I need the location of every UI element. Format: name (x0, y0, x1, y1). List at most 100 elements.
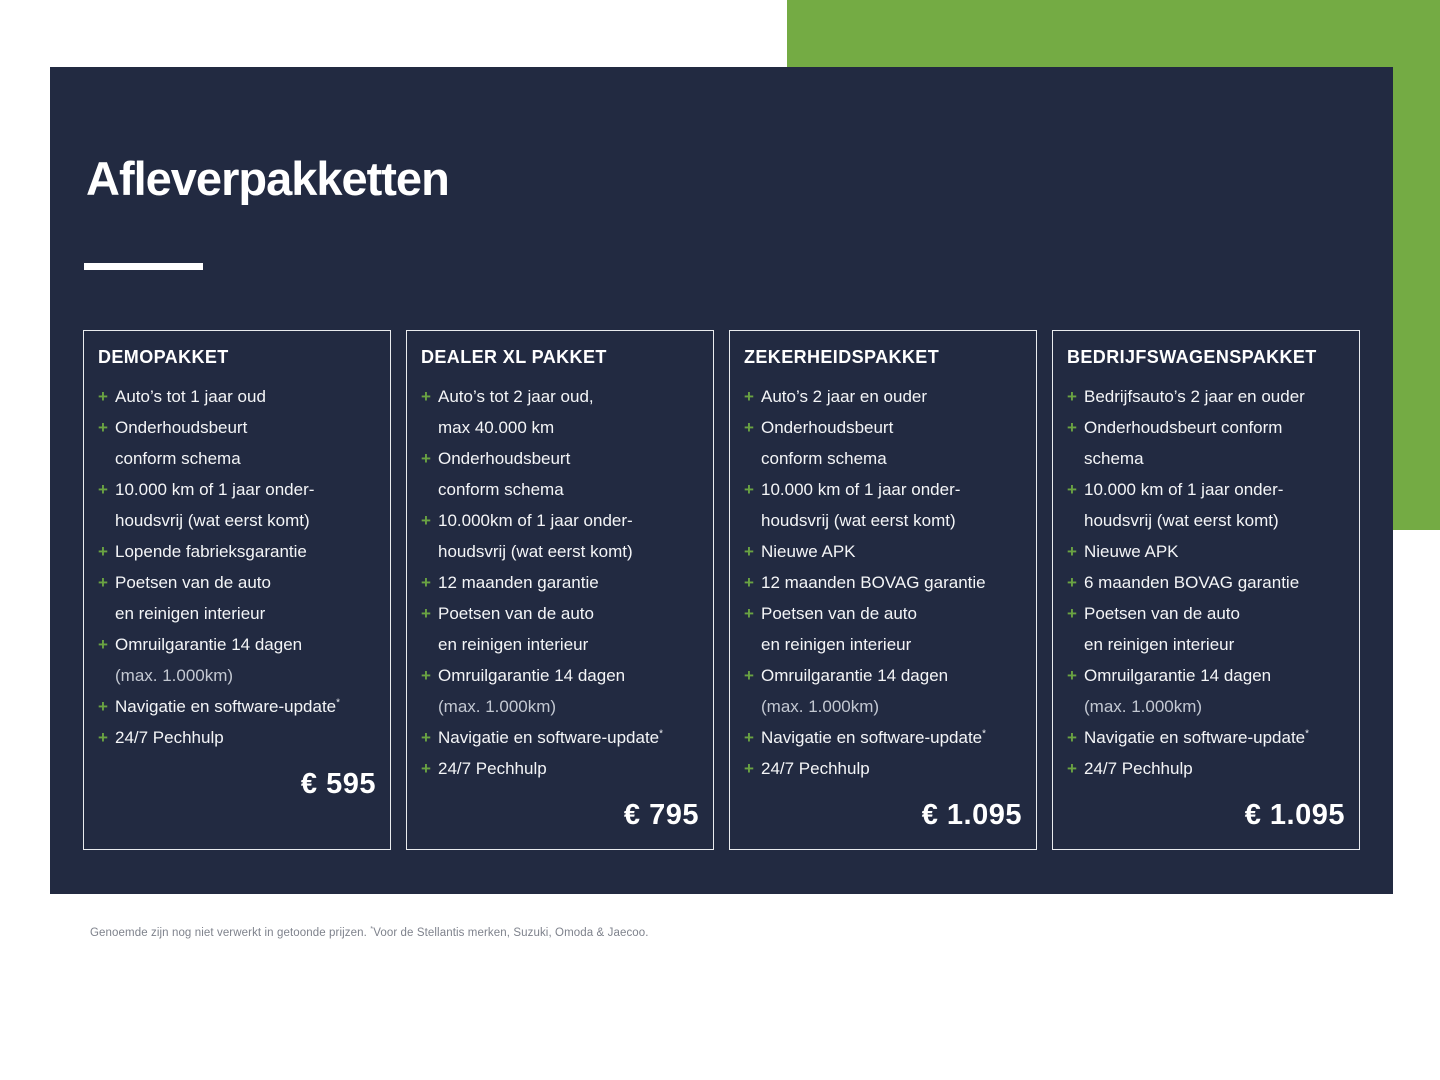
feature-line: + Auto’s 2 jaar en ouder (744, 381, 1022, 412)
package-feature: + Poetsen van de auto en reinigen interieu… (98, 567, 376, 629)
plus-bullet-icon: + (744, 728, 754, 747)
package-feature: + Lopende fabrieksgarantie (98, 536, 376, 567)
plus-bullet-icon: + (1067, 759, 1077, 778)
plus-bullet-icon: + (98, 387, 108, 406)
plus-bullet-icon: + (421, 387, 431, 406)
package-card: DEMOPAKKET + Auto’s tot 1 jaar oud + Onderh… (83, 330, 391, 850)
feature-line-continuation: houdsvrij (wat eerst komt) (115, 511, 310, 530)
page-title: Afleverpakketten (86, 152, 450, 205)
package-feature-list: + Bedrijfsauto’s 2 jaar en ouder + Onderhou… (1067, 381, 1345, 784)
feature-line: +24/7 Pechhulp (744, 753, 1022, 784)
feature-line-continuation: houdsvrij (wat eerst komt) (438, 542, 633, 561)
feature-line: + Poetsen van de auto (421, 598, 699, 629)
feature-line-continuation: conform schema (761, 449, 887, 468)
plus-bullet-icon: + (744, 387, 754, 406)
feature-line: +24/7 Pechhulp (421, 753, 699, 784)
package-feature: +10.000 km of 1 jaar onder-houdsvrij (wa… (98, 474, 376, 536)
package-feature: +10.000 km of 1 jaar onder-houdsvrij (wa… (1067, 474, 1345, 536)
plus-bullet-icon: + (421, 759, 431, 778)
package-feature-list: + Auto’s 2 jaar en ouder + Onderhoudsbeurt c… (744, 381, 1022, 784)
feature-line-continuation: schema (1084, 449, 1144, 468)
package-card-title: DEALER XL PAKKET (421, 347, 607, 367)
package-feature: + Onderhoudsbeurt conform schema (421, 443, 699, 505)
package-price: € 795 (623, 799, 699, 831)
package-feature: + Omruilgarantie 14 dagen (max. 1.000km) (421, 660, 699, 722)
feature-line-continuation: conform schema (438, 480, 564, 499)
package-price: € 1.095 (921, 799, 1022, 831)
package-feature: + Poetsen van de auto en reinigen interieu… (744, 598, 1022, 660)
package-card-title: BEDRIJFSWAGENSPAKKET (1067, 347, 1317, 367)
feature-line: +12 maanden garantie (421, 567, 699, 598)
feature-line: + Onderhoudsbeurt conform (1067, 412, 1345, 443)
plus-bullet-icon: + (421, 666, 431, 685)
package-feature: + Onderhoudsbeurt conform schema (744, 412, 1022, 474)
feature-line: + Onderhoudsbeurt (98, 412, 376, 443)
feature-line-continuation: en reinigen interieur (115, 604, 266, 623)
footnote-text-before: Genoemde zijn nog niet verwerkt in getoo… (90, 926, 371, 939)
feature-line: + Navigatie en software-update* (744, 722, 1022, 753)
feature-line: +12 maanden BOVAG garantie (744, 567, 1022, 598)
package-feature: + Navigatie en software-update* (1067, 722, 1345, 753)
feature-line: +10.000 km of 1 jaar onder- (98, 474, 376, 505)
feature-line-continuation: (max. 1.000km) (438, 697, 557, 716)
feature-line: + Omruilgarantie 14 dagen (744, 660, 1022, 691)
plus-bullet-icon: + (1067, 542, 1077, 561)
feature-line: + Nieuwe APK (1067, 536, 1345, 567)
package-price: € 1.095 (1244, 799, 1345, 831)
plus-bullet-icon: + (98, 542, 108, 561)
package-feature: +24/7 Pechhulp (744, 753, 1022, 784)
footnote: Genoemde zijn nog niet verwerkt in getoo… (90, 924, 649, 939)
plus-bullet-icon: + (98, 418, 108, 437)
plus-bullet-icon: + (421, 728, 431, 747)
feature-line-continuation: en reinigen interieur (438, 635, 589, 654)
feature-line: + Poetsen van de auto (1067, 598, 1345, 629)
feature-line: +6 maanden BOVAG garantie (1067, 567, 1345, 598)
plus-bullet-icon: + (98, 480, 108, 499)
feature-line: + Auto’s tot 1 jaar oud (98, 381, 376, 412)
package-feature: +6 maanden BOVAG garantie (1067, 567, 1345, 598)
feature-line-continuation: conform schema (115, 449, 241, 468)
feature-line: + Poetsen van de auto (744, 598, 1022, 629)
package-cards: DEMOPAKKET + Auto’s tot 1 jaar oud + Onderh… (83, 330, 1360, 850)
feature-line: + Bedrijfsauto’s 2 jaar en ouder (1067, 381, 1345, 412)
package-feature-list: + Auto’s tot 2 jaar oud, max 40.000 km + Ond… (421, 381, 699, 784)
package-feature: +24/7 Pechhulp (98, 722, 376, 753)
feature-line-continuation: (max. 1.000km) (1084, 697, 1203, 716)
package-feature: + Omruilgarantie 14 dagen (max. 1.000km) (98, 629, 376, 691)
plus-bullet-icon: + (421, 449, 431, 468)
package-feature: + Navigatie en software-update* (744, 722, 1022, 753)
plus-bullet-icon: + (744, 418, 754, 437)
footnote-asterisk: * (370, 924, 374, 933)
package-feature: + Navigatie en software-update* (421, 722, 699, 753)
package-feature: + Poetsen van de auto en reinigen interieu… (1067, 598, 1345, 660)
plus-bullet-icon: + (98, 635, 108, 654)
package-feature: +24/7 Pechhulp (1067, 753, 1345, 784)
package-feature: + Omruilgarantie 14 dagen (max. 1.000km) (1067, 660, 1345, 722)
plus-bullet-icon: + (744, 759, 754, 778)
package-feature: +10.000km of 1 jaar onder-houdsvrij (wat… (421, 505, 699, 567)
feature-line: + Poetsen van de auto (98, 567, 376, 598)
package-feature: + Auto’s tot 1 jaar oud (98, 381, 376, 412)
plus-bullet-icon: + (1067, 480, 1077, 499)
feature-line: + Omruilgarantie 14 dagen (1067, 660, 1345, 691)
package-feature-list: + Auto’s tot 1 jaar oud + Onderhoudsbeurt co… (98, 381, 376, 753)
feature-line: + Navigatie en software-update* (98, 691, 376, 722)
package-card-title: DEMOPAKKET (98, 347, 229, 367)
feature-line: + Lopende fabrieksgarantie (98, 536, 376, 567)
package-feature: + Nieuwe APK (1067, 536, 1345, 567)
feature-line: + Navigatie en software-update* (1067, 722, 1345, 753)
feature-line: +10.000 km of 1 jaar onder- (1067, 474, 1345, 505)
feature-line-continuation: houdsvrij (wat eerst komt) (761, 511, 956, 530)
package-feature: + Onderhoudsbeurt conform schema (98, 412, 376, 474)
package-card-title: ZEKERHEIDSPAKKET (744, 347, 940, 367)
plus-bullet-icon: + (744, 480, 754, 499)
feature-line-continuation: en reinigen interieur (761, 635, 912, 654)
plus-bullet-icon: + (744, 666, 754, 685)
plus-bullet-icon: + (744, 542, 754, 561)
feature-line: + Onderhoudsbeurt (744, 412, 1022, 443)
feature-line: + Auto’s tot 2 jaar oud, (421, 381, 699, 412)
feature-line-continuation: (max. 1.000km) (115, 666, 234, 685)
package-feature: +24/7 Pechhulp (421, 753, 699, 784)
feature-line: + Onderhoudsbeurt (421, 443, 699, 474)
feature-line: +24/7 Pechhulp (98, 722, 376, 753)
